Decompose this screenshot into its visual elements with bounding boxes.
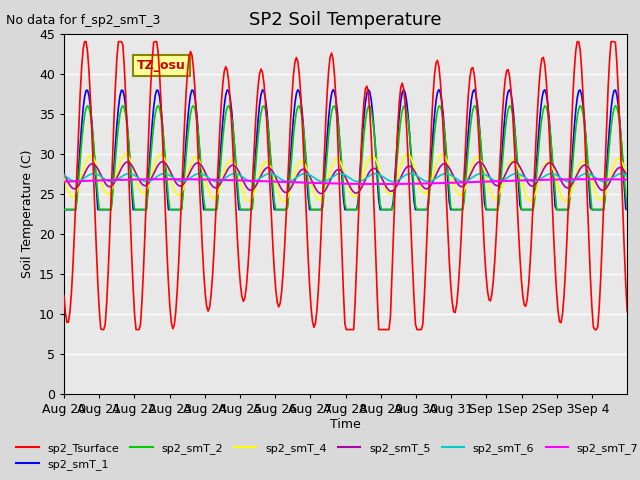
Text: No data for f_sp2_smT_3: No data for f_sp2_smT_3 <box>6 14 161 27</box>
Legend: sp2_Tsurface, sp2_smT_1, sp2_smT_2, sp2_smT_4, sp2_smT_5, sp2_smT_6, sp2_smT_7: sp2_Tsurface, sp2_smT_1, sp2_smT_2, sp2_… <box>12 438 640 474</box>
X-axis label: Time: Time <box>330 419 361 432</box>
Y-axis label: Soil Temperature (C): Soil Temperature (C) <box>20 149 33 278</box>
Title: SP2 Soil Temperature: SP2 Soil Temperature <box>250 11 442 29</box>
Text: TZ_osu: TZ_osu <box>137 59 186 72</box>
